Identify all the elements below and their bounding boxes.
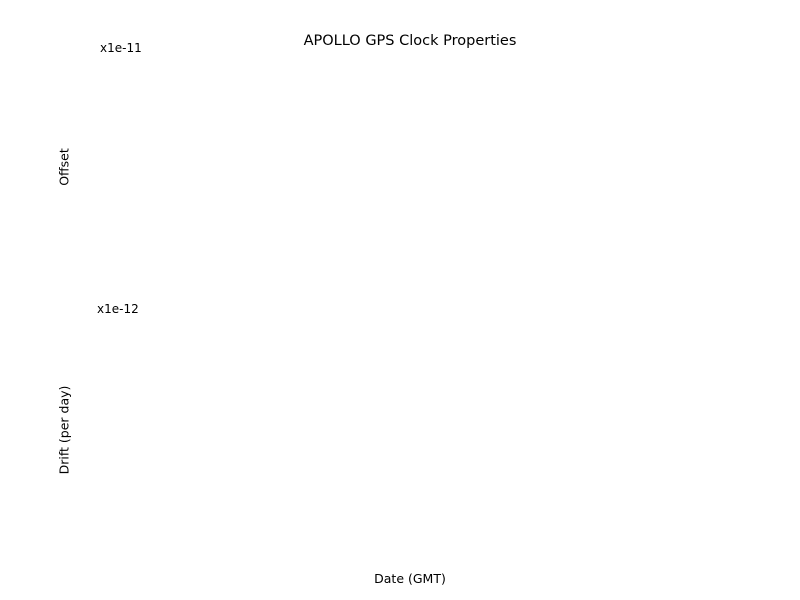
chart-title: APOLLO GPS Clock Properties xyxy=(303,33,517,49)
date-axis-label: Date (GMT) xyxy=(374,571,446,586)
offset-scale-label: x1e-11 xyxy=(100,41,142,55)
drift-scale-label: x1e-12 xyxy=(97,302,139,316)
drift-axis-label: Drift (per day) xyxy=(56,385,72,475)
offset-axis-label: Offset xyxy=(56,148,72,186)
